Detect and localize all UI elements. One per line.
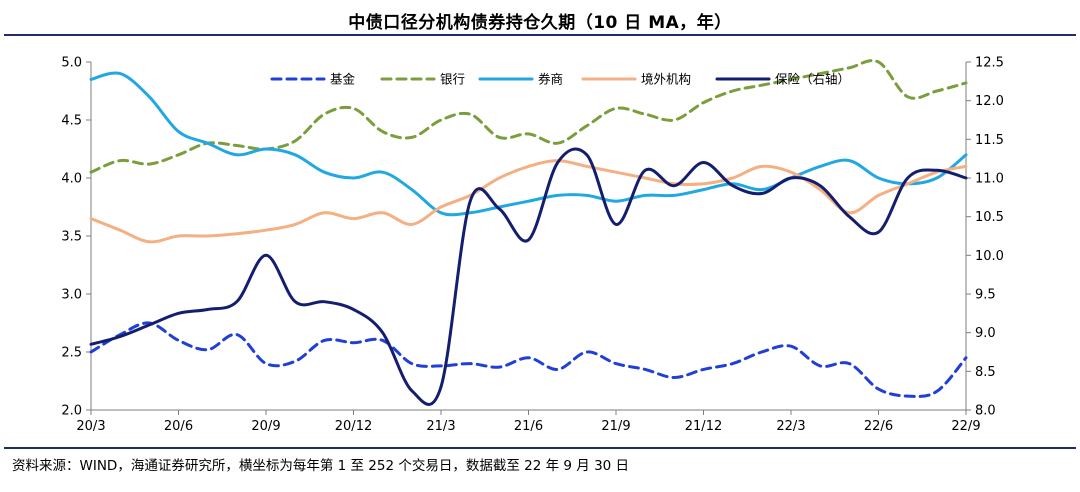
legend: 基金 银行 券商 境外机构 保险（右轴）: [270, 72, 850, 87]
x-tick-label: 22/9: [951, 419, 980, 434]
y-left-tick-label: 3.5: [61, 230, 82, 245]
series-layer: [89, 59, 968, 406]
legend-label-broker: 券商: [538, 72, 563, 87]
series-line-broker: [89, 71, 968, 217]
y-right-tick-label: 8.5: [975, 365, 996, 380]
y-left-tick-label: 2.5: [61, 346, 82, 361]
legend-label-bank: 银行: [440, 72, 465, 87]
legend-label-insurance: 保险（右轴）: [775, 72, 850, 87]
source-note: 资料来源：WIND，海通证券研究所，横坐标为每年第 1 至 252 个交易日，数…: [12, 458, 630, 474]
x-tick-label: 21/12: [685, 419, 722, 434]
x-tick-label: 21/9: [601, 419, 630, 434]
y-left-tick-label: 4.5: [61, 114, 82, 129]
series-line-insurance: [89, 147, 968, 406]
y-left-tick-label: 4.0: [61, 172, 82, 187]
y-right-tick-label: 9.5: [975, 288, 996, 303]
legend-label-foreign: 境外机构: [641, 72, 691, 87]
x-tick-label: 20/12: [335, 419, 372, 434]
x-tick-label: 22/6: [864, 419, 893, 434]
series-line-bank: [89, 59, 968, 174]
x-tick-label: 21/6: [514, 419, 543, 434]
chart-title: 中债口径分机构债券持仓久期（10 日 MA，年）: [348, 13, 732, 33]
title-rule: [4, 34, 1076, 36]
y-left-tick-label: 5.0: [61, 56, 82, 71]
y-right-tick-label: 11.5: [975, 133, 1004, 148]
y-right-tick-label: 9.0: [975, 326, 996, 341]
x-tick-label: 21/3: [426, 419, 455, 434]
y-right-tick-label: 10.0: [975, 249, 1004, 264]
source-rule: [4, 447, 1076, 449]
axes: 2.0 2.5 3.0 3.5 4.0 4.5 5.0 8.0 8.5 9.0 9.5 10.0 10.…: [61, 56, 1004, 435]
legend-label-fund: 基金: [330, 72, 356, 87]
series-line-fund: [89, 321, 968, 398]
y-right-tick-label: 11.0: [975, 172, 1004, 187]
y-right-tick-label: 10.5: [975, 210, 1004, 225]
series-line-foreign: [89, 159, 968, 244]
y-left-tick-label: 3.0: [61, 288, 82, 303]
x-tick-label: 22/3: [776, 419, 805, 434]
y-right-tick-label: 12.0: [975, 94, 1004, 109]
y-left-tick-label: 2.0: [61, 404, 82, 419]
x-tick-label: 20/3: [76, 419, 105, 434]
x-tick-label: 20/6: [164, 419, 193, 434]
y-right-tick-label: 12.5: [975, 56, 1004, 71]
x-tick-label: 20/9: [251, 419, 280, 434]
y-right-tick-label: 8.0: [975, 404, 996, 419]
